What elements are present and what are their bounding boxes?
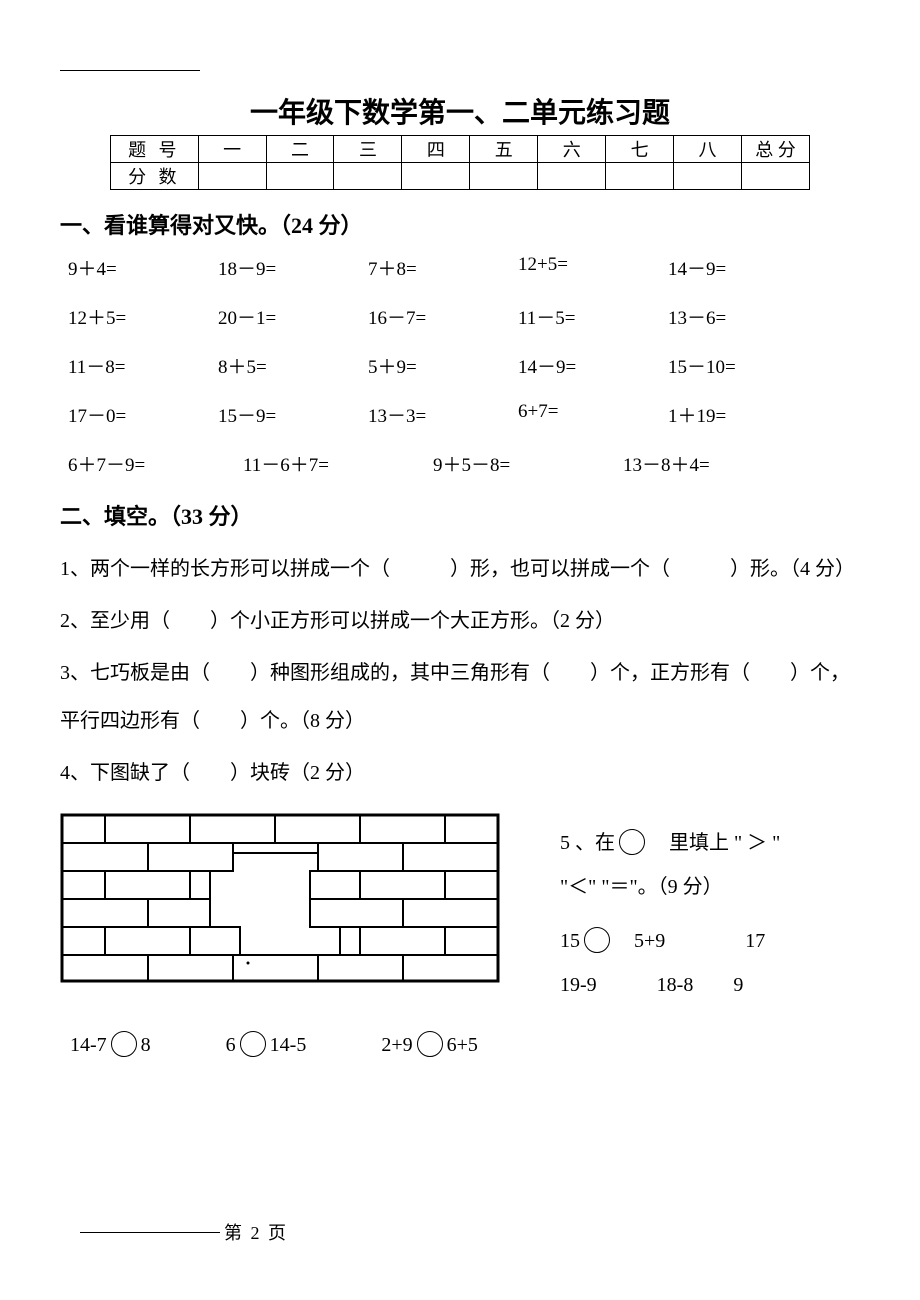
col-head: 六 [538, 136, 606, 163]
header-rule [60, 70, 200, 71]
score-cell [198, 163, 266, 190]
row-label: 题 号 [111, 136, 199, 163]
calc-item: 13－8＋4= [623, 450, 813, 477]
calc-item: 12+5= [518, 254, 668, 281]
q5-r2: 19-9 18-8 9 [560, 963, 880, 1007]
calc-item: 5＋9= [368, 352, 518, 379]
col-head: 四 [402, 136, 470, 163]
score-cell [470, 163, 538, 190]
calc-item: 1＋19= [668, 401, 818, 428]
circle-icon [619, 829, 645, 855]
calc-item: 11－5= [518, 303, 668, 330]
calc-item: 15－9= [218, 401, 368, 428]
score-cell [402, 163, 470, 190]
q2: 2、至少用（ ）个小正方形可以拼成一个大正方形。（2 分） [60, 597, 860, 645]
calc-item: 13－3= [368, 401, 518, 428]
calc-row: 11－8= 8＋5= 5＋9= 14－9= 15－10= [60, 352, 860, 379]
q5-intro-c: "＜" "＝"。（9 分） [560, 865, 880, 909]
calc-item: 6+7= [518, 401, 668, 428]
col-head: 七 [606, 136, 674, 163]
calc-item: 6＋7－9= [68, 450, 243, 477]
footer-rule [80, 1232, 220, 1233]
q1: 1、两个一样的长方形可以拼成一个（ ）形，也可以拼成一个（ ）形。（4 分） [60, 545, 860, 593]
calc-item: 16－7= [368, 303, 518, 330]
circle-icon [417, 1031, 443, 1057]
calc-item: 15－10= [668, 352, 818, 379]
score-cell [606, 163, 674, 190]
q5-r1-a: 15 [560, 930, 580, 952]
section2-body: 1、两个一样的长方形可以拼成一个（ ）形，也可以拼成一个（ ）形。（4 分） 2… [60, 545, 860, 1069]
q5-bottom: 14-7 8 6 14-5 2+9 6+5 [60, 1021, 860, 1069]
table-row: 题 号 一 二 三 四 五 六 七 八 总 分 [111, 136, 810, 163]
q5-b2b: 14-5 [270, 1034, 307, 1056]
q5-b1a: 14-7 [70, 1034, 107, 1056]
circle-icon [584, 927, 610, 953]
calc-item: 14－9= [518, 352, 668, 379]
col-head: 八 [674, 136, 742, 163]
col-head: 一 [198, 136, 266, 163]
score-cell [334, 163, 402, 190]
calc-item: 13－6= [668, 303, 818, 330]
page-title: 一年级下数学第一、二单元练习题 [60, 91, 860, 131]
calc-item: 12＋5= [68, 303, 218, 330]
col-head: 五 [470, 136, 538, 163]
calc-item: 7＋8= [368, 254, 518, 281]
calc-row: 9＋4= 18－9= 7＋8= 12+5= 14－9= [60, 254, 860, 281]
page-number: 第 2 页 [224, 1219, 288, 1245]
calc-item: 17－0= [68, 401, 218, 428]
q5-b3b: 6+5 [447, 1034, 478, 1056]
q4: 4、下图缺了（ ）块砖（2 分） [60, 749, 860, 797]
circle-icon [111, 1031, 137, 1057]
q5-r1-c: 17 [745, 930, 765, 952]
calc-item: 14－9= [668, 254, 818, 281]
calc-item: 18－9= [218, 254, 368, 281]
q5-b1b: 8 [141, 1034, 151, 1056]
score-cell [538, 163, 606, 190]
calc-item: 11－6＋7= [243, 450, 433, 477]
calc-item: 9＋4= [68, 254, 218, 281]
score-table: 题 号 一 二 三 四 五 六 七 八 总 分 分 数 [110, 135, 810, 190]
row-label: 分 数 [111, 163, 199, 190]
circle-icon [240, 1031, 266, 1057]
q5-r1-b: 5+9 [634, 930, 665, 952]
calc-item: 20－1= [218, 303, 368, 330]
brick-wall-diagram [60, 813, 500, 983]
col-head: 三 [334, 136, 402, 163]
section2-heading: 二、填空。（33 分） [60, 499, 860, 531]
q5-b3a: 2+9 [381, 1034, 412, 1056]
footer: 第 2 页 [60, 1219, 860, 1245]
calc-item: 8＋5= [218, 352, 368, 379]
calc-item: 9＋5－8= [433, 450, 623, 477]
q5-b2a: 6 [226, 1034, 236, 1056]
section1-heading: 一、看谁算得对又快。（24 分） [60, 208, 860, 240]
calc-row: 17－0= 15－9= 13－3= 6+7= 1＋19= [60, 401, 860, 428]
calc-item: 11－8= [68, 352, 218, 379]
col-head: 总 分 [742, 136, 810, 163]
col-head: 二 [266, 136, 334, 163]
q5-intro-a: 5 、在 [560, 832, 615, 854]
calc-row: 6＋7－9= 11－6＋7= 9＋5－8= 13－8＋4= [60, 450, 860, 477]
q5-side: 5 、在 里填上 " ＞ " "＜" "＝"。（9 分） 15 5+9 17 1… [560, 821, 880, 1007]
score-cell [674, 163, 742, 190]
score-cell [742, 163, 810, 190]
table-row: 分 数 [111, 163, 810, 190]
calc-row: 12＋5= 20－1= 16－7= 11－5= 13－6= [60, 303, 860, 330]
q5-intro-b: 里填上 " ＞ " [649, 832, 780, 854]
q3: 3、七巧板是由（ ）种图形组成的，其中三角形有（ ）个，正方形有（ ）个，平行四… [60, 649, 860, 745]
score-cell [266, 163, 334, 190]
